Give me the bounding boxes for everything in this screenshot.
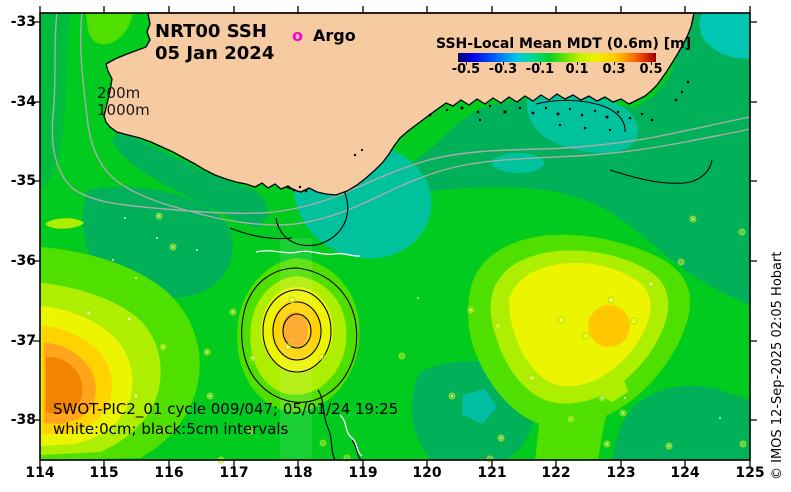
x-tick-label: 124 bbox=[670, 465, 700, 481]
colorbar-title: SSH-Local Mean MDT (0.6m) [m] bbox=[436, 36, 692, 52]
x-tick-label: 121 bbox=[477, 465, 507, 481]
y-tick-label: -35 bbox=[10, 173, 36, 189]
colorbar-tick-label: 0.3 bbox=[602, 62, 626, 77]
y-tick-label: -38 bbox=[10, 412, 36, 428]
ssh-contours-white bbox=[255, 250, 363, 457]
dark-orange-cores bbox=[46, 356, 83, 414]
colorbar-tick bbox=[465, 62, 467, 65]
colorbar-tick bbox=[576, 62, 578, 65]
x-tick-label: 118 bbox=[283, 465, 313, 481]
argo-legend-marker: o bbox=[292, 26, 303, 45]
y-tick-label: -37 bbox=[10, 333, 36, 349]
argo-legend-label: Argo bbox=[313, 26, 356, 45]
colorbar-tick bbox=[651, 62, 653, 65]
imos-credit: © IMOS 12-Sep-2025 02:05 Hobart bbox=[770, 251, 785, 480]
x-tick-label: 116 bbox=[154, 465, 184, 481]
x-tick-label: 120 bbox=[412, 465, 442, 481]
colorbar-tick-label: 0.1 bbox=[565, 62, 589, 77]
x-tick-label: 122 bbox=[541, 465, 571, 481]
contour-key-annotation: white:0cm; black:5cm intervals bbox=[53, 420, 289, 438]
y-tick-label: -33 bbox=[10, 14, 36, 30]
x-tick-label: 125 bbox=[735, 465, 765, 481]
swot-cycle-annotation: SWOT-PIC2_01 cycle 009/047; 05/01/24 19:… bbox=[53, 400, 399, 418]
map-title: NRT00 SSH bbox=[155, 21, 267, 42]
x-tick-label: 119 bbox=[348, 465, 378, 481]
x-tick-label: 123 bbox=[606, 465, 636, 481]
colorbar-tick-label: -0.1 bbox=[525, 62, 555, 77]
x-tick-label: 117 bbox=[219, 465, 249, 481]
bathy-label-200m: 200m bbox=[97, 84, 141, 102]
colorbar-tick-label: 0.5 bbox=[639, 62, 663, 77]
colorbar-tick-label: -0.3 bbox=[488, 62, 518, 77]
colorbar-gradient bbox=[458, 53, 656, 65]
argo-markers bbox=[85, 212, 747, 464]
colorbar-tick bbox=[502, 62, 504, 65]
plot-frame bbox=[33, 6, 757, 467]
colorbar-tick-label: -0.5 bbox=[451, 62, 481, 77]
islands bbox=[292, 80, 690, 193]
x-tick-label: 114 bbox=[25, 465, 55, 481]
y-tick-label: -34 bbox=[10, 94, 36, 110]
colorbar-tick bbox=[539, 62, 541, 65]
x-tick-label: 115 bbox=[89, 465, 119, 481]
colorbar-tick bbox=[614, 62, 616, 65]
bathy-label-1000m: 1000m bbox=[97, 101, 150, 119]
map-date: 05 Jan 2024 bbox=[155, 43, 275, 64]
y-tick-label: -36 bbox=[10, 253, 36, 269]
